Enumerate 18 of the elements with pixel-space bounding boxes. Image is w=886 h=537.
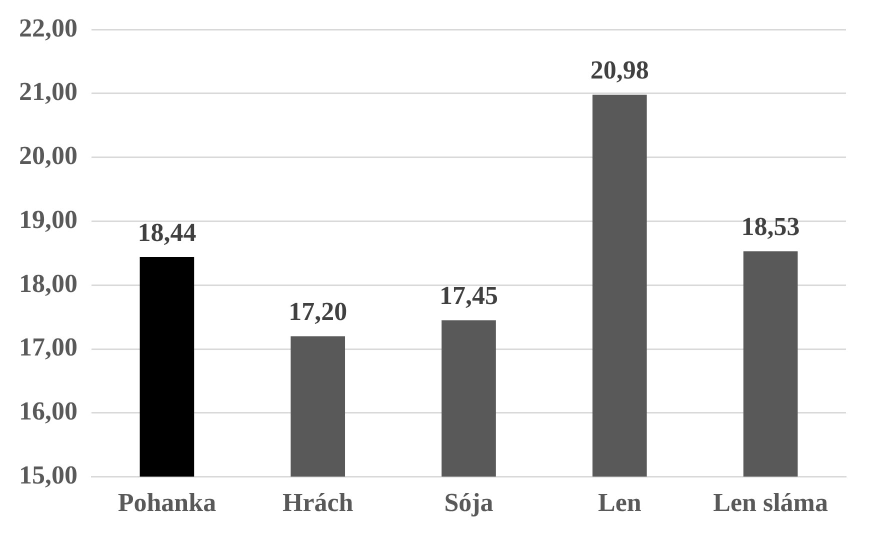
x-tick-label: Len bbox=[598, 488, 642, 518]
y-tick-label: 16,00 bbox=[19, 396, 78, 426]
y-tick-label: 19,00 bbox=[19, 204, 78, 234]
x-tick-label: Sója bbox=[444, 488, 494, 518]
data-label: 17,45 bbox=[440, 281, 498, 310]
y-tick-label: 22,00 bbox=[19, 13, 78, 42]
y-tick-label: 21,00 bbox=[19, 77, 78, 106]
data-label: 18,44 bbox=[138, 218, 196, 247]
x-tick-label: Pohanka bbox=[118, 488, 216, 518]
x-tick-label: Hrách bbox=[282, 488, 354, 518]
data-label: 18,53 bbox=[741, 212, 800, 241]
y-tick-label: 18,00 bbox=[19, 268, 78, 298]
y-tick-label: 15,00 bbox=[19, 460, 78, 490]
y-tick-label: 17,00 bbox=[19, 332, 78, 362]
data-label: 17,20 bbox=[288, 296, 348, 326]
y-tick-label: 20,00 bbox=[19, 141, 78, 170]
data-label: 20,98 bbox=[590, 55, 649, 84]
x-tick-label: Len sláma bbox=[713, 488, 828, 518]
